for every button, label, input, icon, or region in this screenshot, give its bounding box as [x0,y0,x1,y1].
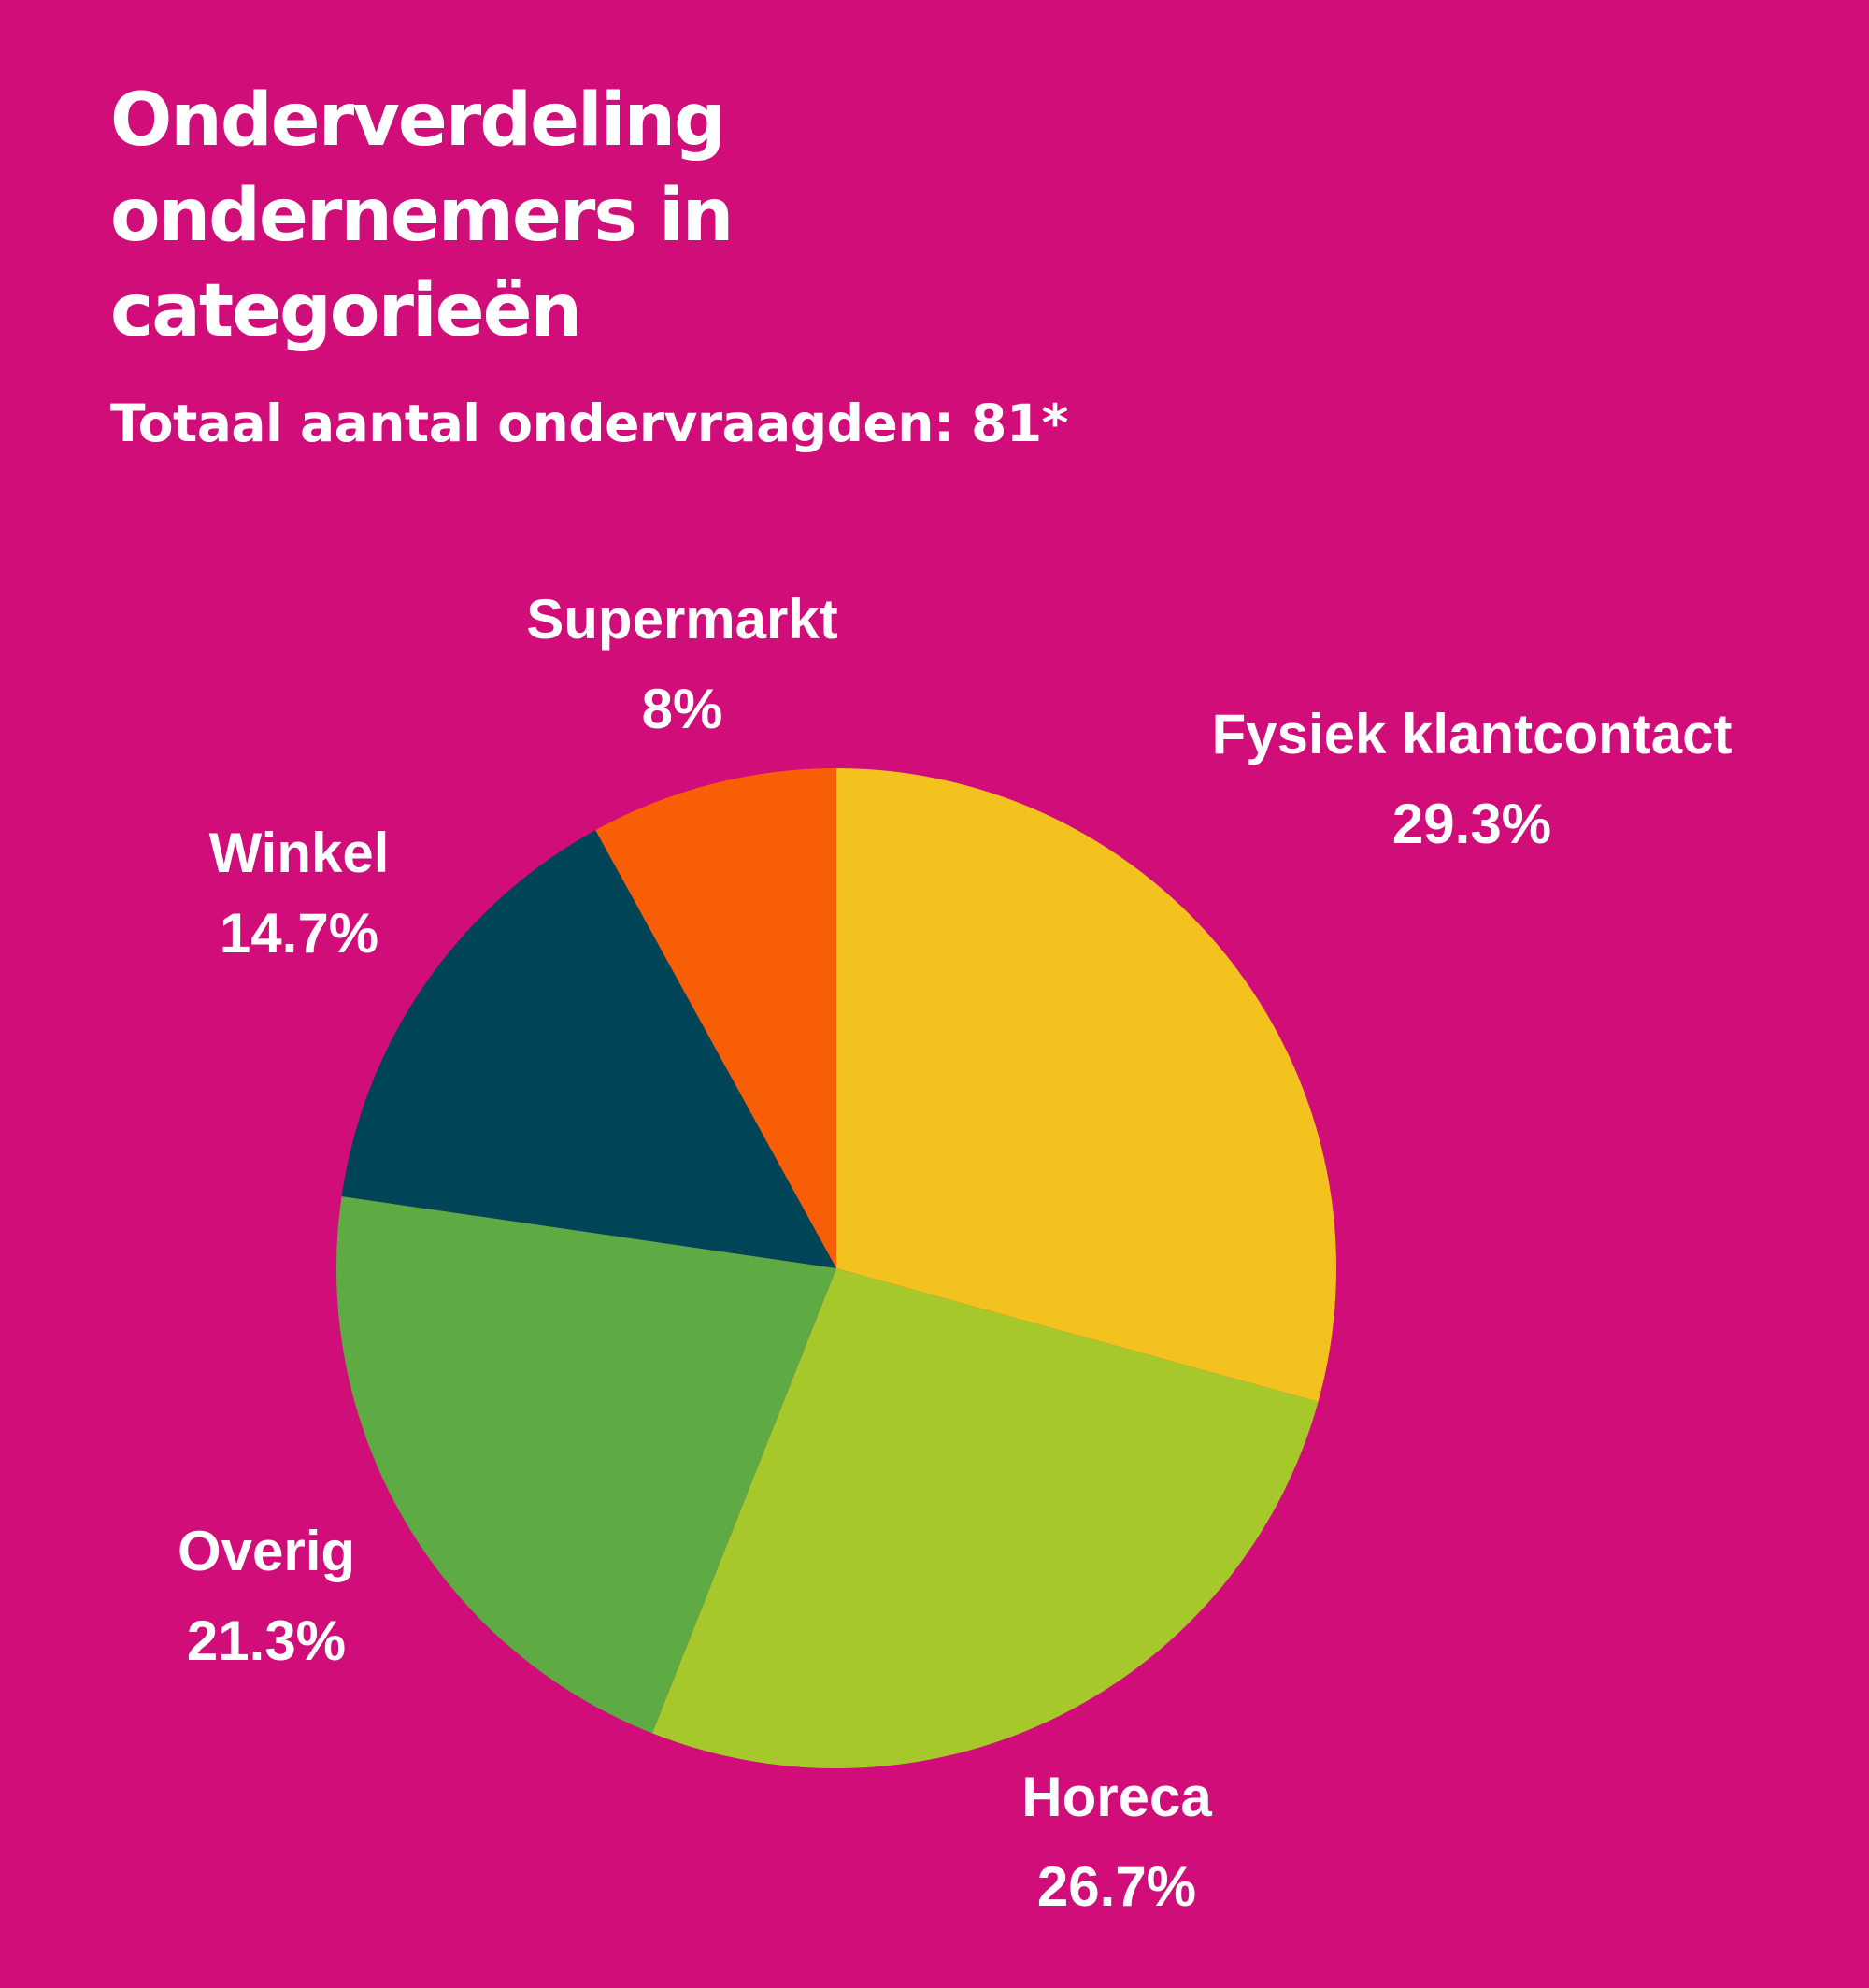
title-line-3: categorieën [110,269,582,353]
label-supermarkt: Supermarkt 8% [481,575,883,754]
pie-slice-supermarkt [595,768,836,1268]
title-line-2: ondernemers in [110,174,734,258]
label-name-overig: Overig [177,1520,356,1582]
label-name-supermarkt: Supermarkt [526,588,838,651]
label-horeca: Horeca 26.7% [972,1752,1262,1932]
label-overig: Overig 21.3% [140,1507,392,1686]
label-name-fysiek-klantcontact: Fysiek klantcontact [1211,703,1733,765]
pie-slice-overig [336,1195,836,1734]
label-value-horeca: 26.7% [1036,1855,1197,1918]
chart-subtitle: Totaal aantal ondervraagden: 81* [110,393,1068,453]
title-line-1: Onderverdeling [110,79,726,163]
label-name-winkel: Winkel [208,822,390,884]
label-value-fysiek-klantcontact: 29.3% [1391,793,1552,855]
label-winkel: Winkel 14.7% [178,813,421,974]
pie-slice-fysiek-klantcontact [836,768,1337,1402]
label-fysiek-klantcontact: Fysiek klantcontact 29.3% [1163,690,1780,869]
label-name-horeca: Horeca [1021,1766,1212,1828]
label-value-winkel: 14.7% [219,902,379,965]
pie-slices [336,768,1337,1769]
pie-slice-winkel [341,830,836,1268]
label-value-supermarkt: 8% [641,678,723,740]
chart-title: Onderverdeling ondernemers in categorieë… [110,73,951,359]
pie-slice-horeca [652,1268,1319,1769]
label-value-overig: 21.3% [186,1609,347,1672]
